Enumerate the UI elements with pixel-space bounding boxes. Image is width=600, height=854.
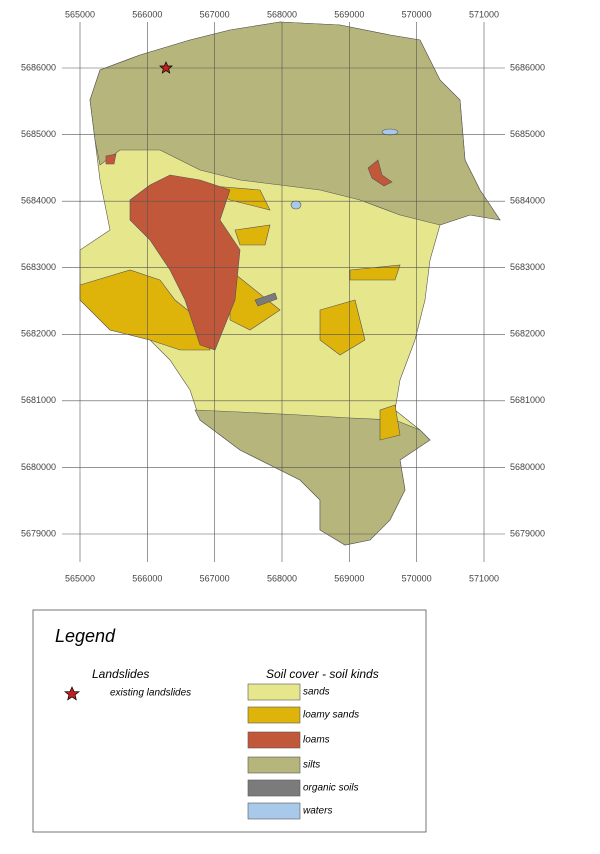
legend-section-title: Soil cover - soil kinds <box>266 667 379 681</box>
loamy-sands-region <box>349 264 401 281</box>
y-coordinate-label: 5679000 <box>21 528 56 538</box>
landslide-marker <box>159 61 173 74</box>
organic-soils-region <box>254 292 278 307</box>
loamy-sands-region <box>79 269 211 351</box>
legend-swatch <box>247 706 301 724</box>
y-coordinate-label: 5682000 <box>21 329 56 339</box>
legend-label: sands <box>303 687 330 698</box>
legend-title: Legend <box>55 626 116 646</box>
x-coordinate-label: 571000 <box>469 9 499 19</box>
legend-box <box>32 609 427 833</box>
x-coordinate-label: 569000 <box>334 9 364 19</box>
x-coordinate-label: 567000 <box>200 9 230 19</box>
legend-label: loams <box>303 735 330 746</box>
y-coordinate-label: 5679000 <box>510 528 545 538</box>
x-coordinate-label: 565000 <box>65 573 95 583</box>
legend-symbol <box>64 686 80 701</box>
y-coordinate-label: 5685000 <box>510 129 545 139</box>
legend-label: organic soils <box>303 783 359 794</box>
water-body <box>381 128 399 136</box>
silts-region <box>89 21 501 226</box>
x-coordinate-label: 570000 <box>402 9 432 19</box>
legend-section-title: Landslides <box>92 667 149 681</box>
legend-swatch <box>247 731 301 749</box>
y-coordinate-label: 5682000 <box>510 329 545 339</box>
x-coordinate-label: 571000 <box>469 573 499 583</box>
x-coordinate-label: 570000 <box>402 573 432 583</box>
loams-region <box>105 153 117 165</box>
x-coordinate-label: 567000 <box>200 573 230 583</box>
legend-swatch <box>247 802 301 820</box>
legend-label: silts <box>303 760 320 771</box>
loamy-sands-region <box>379 404 401 441</box>
legend-swatch <box>247 779 301 797</box>
x-coordinate-label: 568000 <box>267 9 297 19</box>
y-coordinate-label: 5684000 <box>510 196 545 206</box>
legend-label: loamy sands <box>303 710 359 721</box>
water-body <box>290 200 302 210</box>
map-area <box>79 21 501 546</box>
y-coordinate-label: 5685000 <box>21 129 56 139</box>
loams-region <box>367 159 393 187</box>
y-coordinate-label: 5680000 <box>510 462 545 472</box>
y-coordinate-label: 5681000 <box>21 395 56 405</box>
legend-label: waters <box>303 806 332 817</box>
y-coordinate-label: 5681000 <box>510 395 545 405</box>
y-coordinate-label: 5680000 <box>21 462 56 472</box>
y-coordinate-label: 5683000 <box>21 262 56 272</box>
y-coordinate-label: 5686000 <box>510 62 545 72</box>
loams-region <box>129 174 241 351</box>
loamy-sands-region <box>234 224 271 246</box>
y-coordinate-label: 5686000 <box>21 62 56 72</box>
x-coordinate-label: 565000 <box>65 9 95 19</box>
x-coordinate-label: 569000 <box>334 573 364 583</box>
x-coordinate-label: 566000 <box>132 9 162 19</box>
legend-swatch <box>247 683 301 701</box>
x-coordinate-label: 566000 <box>132 573 162 583</box>
y-coordinate-label: 5683000 <box>510 262 545 272</box>
y-coordinate-label: 5684000 <box>21 196 56 206</box>
legend-swatch <box>247 756 301 774</box>
silts-region <box>194 409 431 546</box>
legend-label: existing landslides <box>110 688 191 699</box>
soil-legend: sands loamy sands loams silts organic soils w… <box>247 683 359 820</box>
x-coordinate-label: 568000 <box>267 573 297 583</box>
grid: 565000 565000 566000 566000 567000 567000 5680… <box>21 9 545 583</box>
